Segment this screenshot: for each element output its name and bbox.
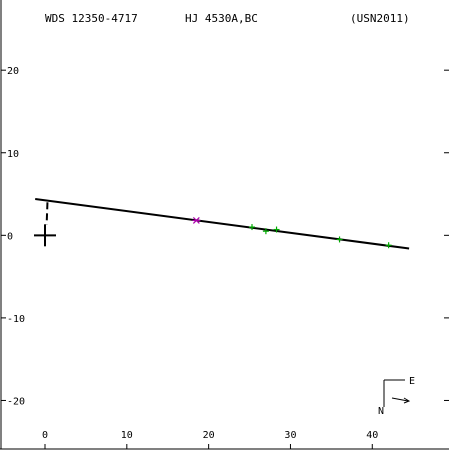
y-tick-label: 10 <box>7 149 19 160</box>
residual-segment <box>45 202 49 225</box>
header-wds-id: WDS 12350-4717 <box>45 12 138 25</box>
compass-direction-arrow <box>391 397 409 402</box>
x-tick-label: 10 <box>121 430 133 441</box>
header-discoverer: HJ 4530A,BC <box>185 12 258 25</box>
header-reference: (USN2011) <box>350 12 410 25</box>
compass-east-label: E <box>409 376 415 387</box>
y-tick-label: -10 <box>7 314 25 325</box>
x-tick-label: 40 <box>366 430 378 441</box>
x-tick-label: 30 <box>284 430 296 441</box>
fitted-motion-line <box>35 197 410 250</box>
y-tick-label: 0 <box>7 231 13 242</box>
y-tick-label: 20 <box>7 66 19 77</box>
compass-arrow-head <box>403 397 411 404</box>
x-tick-label: 0 <box>42 430 48 441</box>
axis-ticks: 0 10 20 30 40 20 10 0 -10 -20 <box>1 66 449 449</box>
compass-north-label: N <box>378 406 384 417</box>
compass: E N <box>378 376 415 417</box>
chart-series <box>34 197 410 250</box>
x-tick-label: 20 <box>203 430 215 441</box>
y-tick-label: -20 <box>7 396 25 407</box>
